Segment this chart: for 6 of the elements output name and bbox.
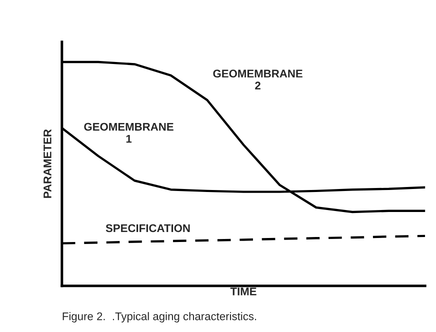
x-axis-title: TIME (230, 288, 256, 296)
y-axis-title: PARAMETER (44, 129, 52, 198)
caption: Figure 2. .Typical aging characteristics. (62, 312, 256, 322)
series-label: GEOMEMBRANE 1 (84, 122, 174, 143)
series-label: SPECIFICATION (106, 224, 190, 232)
series-label: GEOMEMBRANE 2 (213, 70, 302, 90)
